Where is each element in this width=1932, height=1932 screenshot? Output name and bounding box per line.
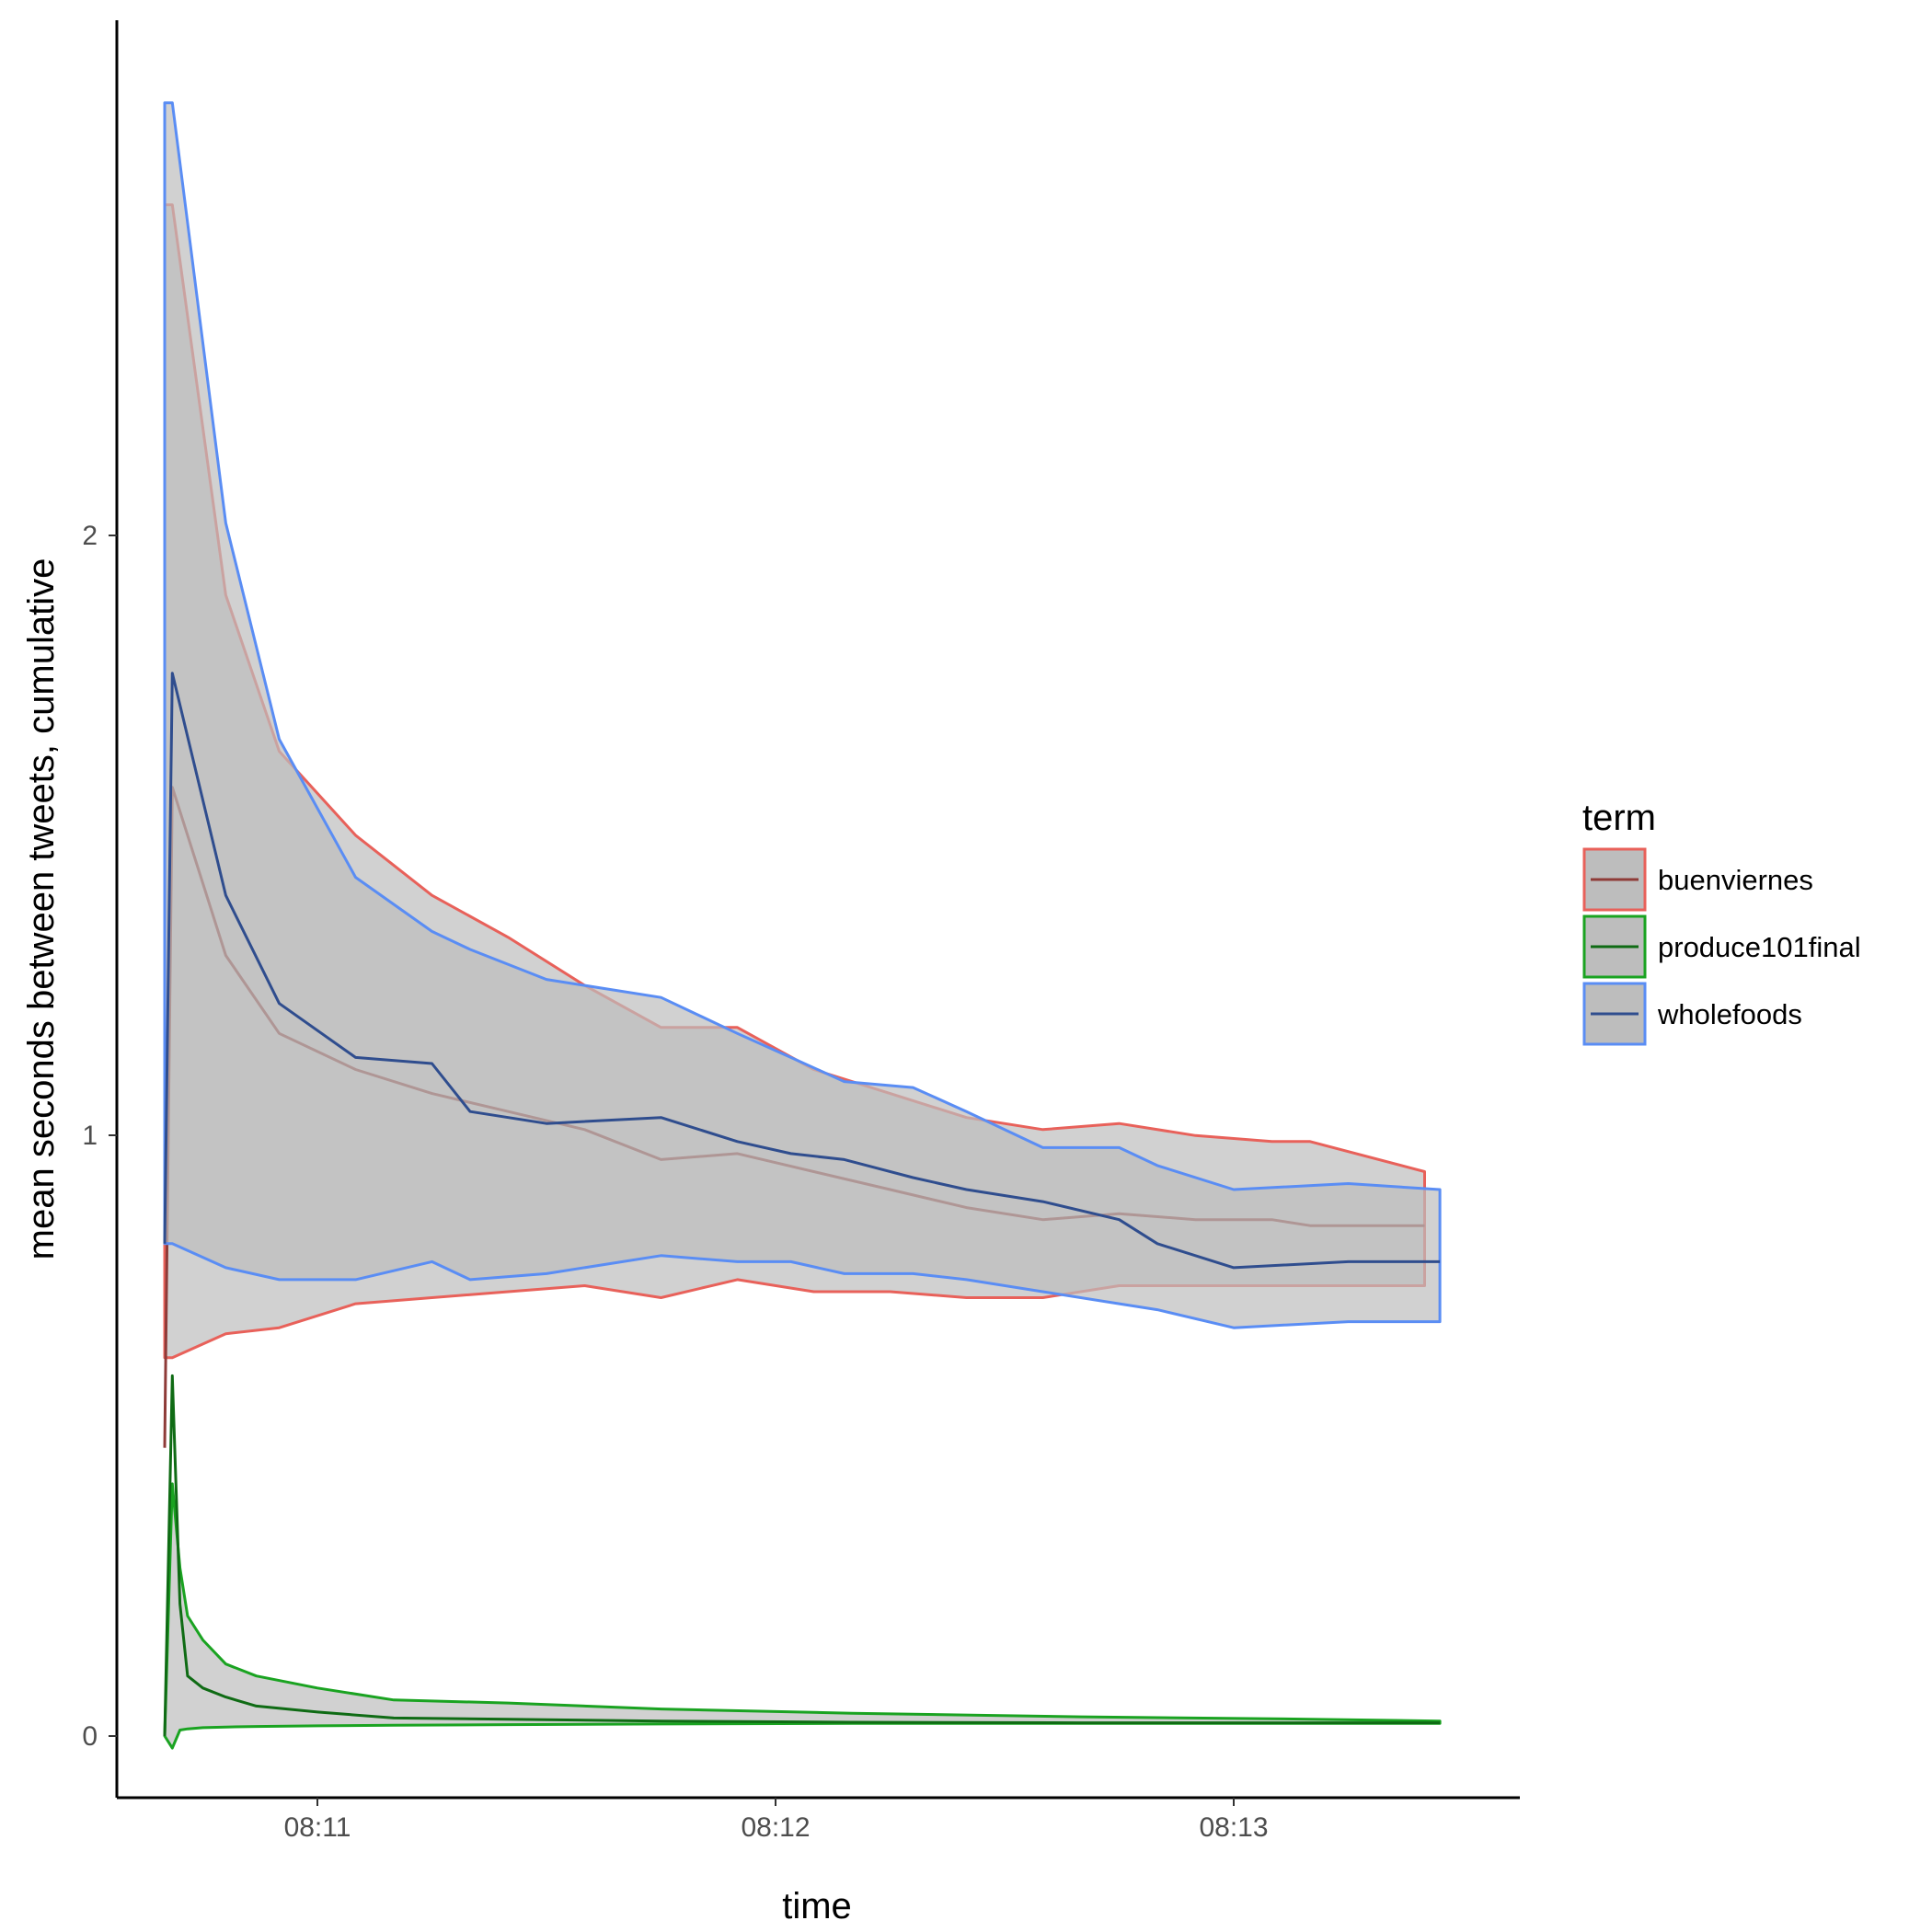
y-tick-label: 0 [82, 1721, 98, 1752]
legend-label: buenviernes [1658, 864, 1813, 896]
y-axis-title: mean seconds between tweets, cumulative [21, 558, 62, 1260]
x-ticks: 08:11 08:12 08:13 [284, 1798, 1269, 1843]
x-tick-label: 08:13 [1199, 1812, 1268, 1843]
legend-item-buenviernes: buenviernes [1582, 847, 1813, 912]
ribbon-produce101final [163, 1482, 1442, 1750]
legend: term buenviernes produce101final wholefood… [1582, 798, 1861, 1046]
mean-line-produce101final [163, 1374, 1441, 1737]
legend-title: term [1582, 798, 1656, 838]
series-wholefoods [163, 101, 1442, 1329]
series-produce101final [163, 1374, 1442, 1750]
x-tick-label: 08:12 [741, 1812, 810, 1843]
ribbon-wholefoods [163, 101, 1442, 1329]
legend-label: produce101final [1658, 931, 1861, 963]
mean-line-wholefoods [163, 672, 1441, 1270]
plot-area [163, 101, 1442, 1750]
axes: 0 1 2 08:11 08:12 08:13 time mean second… [21, 20, 1520, 1926]
y-ticks: 0 1 2 [82, 521, 117, 1752]
legend-label: wholefoods [1657, 998, 1802, 1030]
x-axis-title: time [782, 1886, 852, 1926]
y-tick-label: 2 [82, 521, 98, 551]
legend-item-wholefoods: wholefoods [1582, 982, 1802, 1046]
legend-item-produce101final: produce101final [1582, 914, 1861, 979]
y-tick-label: 1 [82, 1121, 98, 1151]
x-tick-label: 08:11 [284, 1812, 351, 1843]
